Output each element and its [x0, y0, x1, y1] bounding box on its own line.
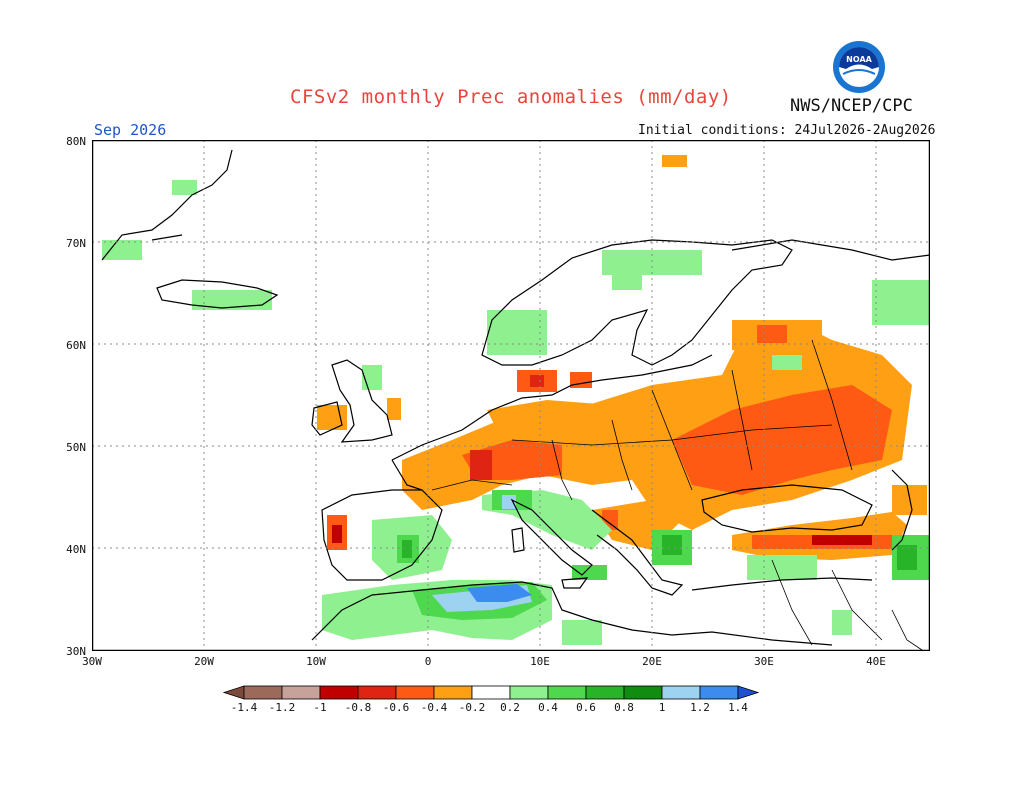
color-bar-label: -1.4 [230, 701, 258, 714]
color-bar-bin [471, 685, 511, 700]
color-bar-label: -0.6 [382, 701, 410, 714]
color-bar-bin [433, 685, 473, 700]
color-bar-bin [509, 685, 549, 700]
color-bar-label: -0.8 [344, 701, 372, 714]
coastlines [101, 149, 931, 651]
organization-label: NWS/NCEP/CPC [790, 96, 913, 116]
color-bar-label: 1.2 [690, 701, 710, 714]
color-bar-bin [281, 685, 321, 700]
color-bar-label: 1 [658, 701, 666, 714]
lon-label-0: 0 [424, 655, 432, 668]
color-bar-label: -0.4 [420, 701, 448, 714]
lon-label-40e: 40E [866, 655, 886, 668]
color-bar-bin [357, 685, 397, 700]
lon-label-30w: 30W [82, 655, 102, 668]
valid-month-label: Sep 2026 [94, 121, 167, 139]
color-bar [222, 685, 760, 700]
lon-label-20e: 20E [642, 655, 662, 668]
initial-conditions-label: Initial conditions: 24Jul2026-2Aug2026 [638, 123, 936, 138]
lon-label-10w: 10W [306, 655, 326, 668]
lat-label-50n: 50N [66, 441, 86, 454]
lat-label-30n: 30N [66, 645, 86, 658]
color-bar-bin [623, 685, 663, 700]
lat-label-70n: 70N [66, 237, 86, 250]
lat-label-60n: 60N [66, 339, 86, 352]
graticule [92, 140, 930, 651]
color-bar-bin [243, 685, 283, 700]
color-bar-bin [395, 685, 435, 700]
color-bar-bin [585, 685, 625, 700]
color-bar-right-arrow [737, 685, 760, 700]
color-bar-label: 0.4 [538, 701, 558, 714]
color-bar-bin [547, 685, 587, 700]
lat-label-80n: 80N [66, 135, 86, 148]
lon-label-10e: 10E [530, 655, 550, 668]
color-bar-label: -1 [313, 701, 327, 714]
color-bar-label: 0.8 [614, 701, 634, 714]
lon-label-20w: 20W [194, 655, 214, 668]
lat-label-40n: 40N [66, 543, 86, 556]
color-bar-label: 0.2 [500, 701, 520, 714]
color-bar-label: 1.4 [728, 701, 748, 714]
precip-anomaly-map [91, 139, 931, 652]
color-bar-bin [661, 685, 701, 700]
color-bar-bin [319, 685, 359, 700]
color-bar-bin [699, 685, 739, 700]
color-bar-label: -1.2 [268, 701, 296, 714]
color-bar-legend [222, 683, 802, 707]
color-bar-label: 0.6 [576, 701, 596, 714]
map-title: CFSv2 monthly Prec anomalies (mm/day) [290, 86, 732, 108]
noaa-logo-text: NOAA [846, 55, 872, 64]
anomaly-shading [102, 155, 930, 645]
lon-label-30e: 30E [754, 655, 774, 668]
color-bar-left-arrow [222, 685, 245, 700]
noaa-logo: NOAA [832, 40, 886, 94]
color-bar-label: -0.2 [458, 701, 486, 714]
